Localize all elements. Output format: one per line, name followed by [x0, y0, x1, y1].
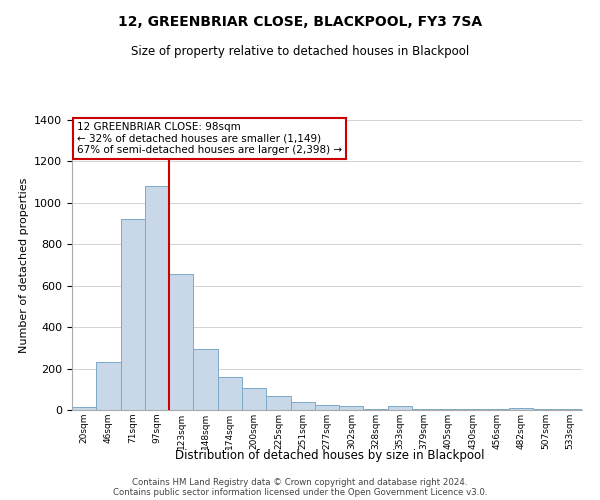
- Bar: [339, 406, 364, 410]
- Bar: [266, 396, 290, 410]
- Bar: [72, 407, 96, 410]
- Text: Size of property relative to detached houses in Blackpool: Size of property relative to detached ho…: [131, 45, 469, 58]
- Y-axis label: Number of detached properties: Number of detached properties: [19, 178, 29, 352]
- Bar: [218, 377, 242, 410]
- Bar: [461, 409, 485, 410]
- Bar: [96, 362, 121, 410]
- Bar: [485, 409, 509, 410]
- Bar: [315, 405, 339, 410]
- Text: Contains public sector information licensed under the Open Government Licence v3: Contains public sector information licen…: [113, 488, 487, 497]
- Bar: [121, 220, 145, 410]
- Bar: [558, 409, 582, 410]
- Bar: [533, 409, 558, 410]
- Bar: [290, 402, 315, 410]
- Text: 12, GREENBRIAR CLOSE, BLACKPOOL, FY3 7SA: 12, GREENBRIAR CLOSE, BLACKPOOL, FY3 7SA: [118, 15, 482, 29]
- Bar: [509, 408, 533, 410]
- Bar: [242, 388, 266, 410]
- Bar: [145, 186, 169, 410]
- Text: Distribution of detached houses by size in Blackpool: Distribution of detached houses by size …: [175, 448, 485, 462]
- Text: 12 GREENBRIAR CLOSE: 98sqm
← 32% of detached houses are smaller (1,149)
67% of s: 12 GREENBRIAR CLOSE: 98sqm ← 32% of deta…: [77, 122, 342, 156]
- Bar: [436, 409, 461, 410]
- Bar: [169, 274, 193, 410]
- Text: Contains HM Land Registry data © Crown copyright and database right 2024.: Contains HM Land Registry data © Crown c…: [132, 478, 468, 487]
- Bar: [193, 349, 218, 410]
- Bar: [388, 406, 412, 410]
- Bar: [364, 409, 388, 410]
- Bar: [412, 409, 436, 410]
